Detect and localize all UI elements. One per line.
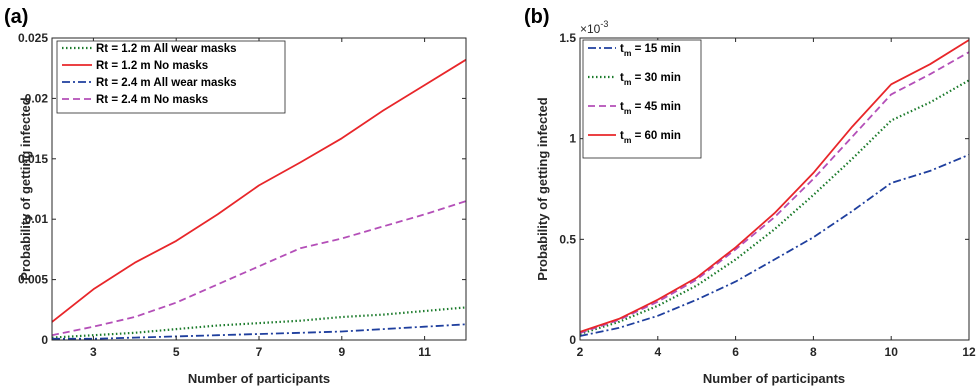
- x-tick-label: 9: [338, 345, 345, 359]
- legend-label-main: t: [620, 101, 624, 113]
- legend-label-sub: m: [624, 77, 632, 87]
- x-tick-label: 8: [810, 345, 817, 359]
- x-tick-label: 3: [90, 345, 97, 359]
- legend-label-sub: m: [624, 106, 632, 116]
- legend-label-0: tm = 15 min: [620, 43, 681, 58]
- legend-label-1: tm = 30 min: [620, 72, 681, 87]
- x-tick-label: 7: [256, 345, 263, 359]
- x-tick-label: 11: [418, 345, 431, 359]
- series-line-0: [579, 153, 970, 337]
- legend-label-main: t: [620, 43, 624, 55]
- panel-b-y-axis-label: Probability of getting infected: [535, 97, 550, 281]
- legend-label-main: t: [620, 72, 624, 84]
- y-tick-label: 0: [569, 333, 576, 347]
- x-tick-label: 5: [173, 345, 180, 359]
- legend-label-0: Rt = 1.2 m All wear masks: [96, 43, 237, 55]
- legend-label-main: t: [620, 130, 624, 142]
- panel-b-legend-box: [582, 39, 702, 159]
- legend-label-rest: = 45 min: [631, 101, 681, 113]
- exponent-power: -3: [600, 19, 608, 29]
- y-tick-label: 0.02: [25, 91, 49, 105]
- panel-a-legend-box: [56, 40, 286, 114]
- legend-label-2: tm = 45 min: [620, 101, 681, 116]
- y-tick-label: 0.005: [18, 273, 48, 287]
- legend-label-rest: = 15 min: [631, 43, 681, 55]
- panel-b-label: (b): [524, 6, 550, 28]
- panel-a-y-axis-label: Probability of getting infected: [18, 97, 33, 281]
- panel-a-legend: Rt = 1.2 m All wear masks Rt = 1.2 m No m…: [56, 40, 286, 114]
- x-tick-label: 10: [885, 345, 899, 359]
- legend-label-sub: m: [624, 48, 632, 58]
- legend-label-rest: = 60 min: [631, 130, 681, 142]
- legend-label-1: Rt = 1.2 m No masks: [96, 60, 208, 72]
- y-tick-label: 0.5: [559, 232, 576, 246]
- legend-label-3: tm = 60 min: [620, 130, 681, 145]
- series-line-3: [51, 200, 467, 337]
- series-line-3: [579, 39, 970, 333]
- legend-label-2: Rt = 2.4 m All wear masks: [96, 77, 237, 89]
- panel-b-y-exponent: ×10-3: [580, 19, 608, 36]
- series-line-2: [52, 323, 467, 340]
- panel-b-x-axis-label: Number of participants: [703, 371, 845, 386]
- y-tick-label: 1.5: [559, 31, 576, 45]
- panel-a-x-axis-label: Number of participants: [188, 371, 330, 386]
- x-tick-label: 2: [577, 345, 584, 359]
- series-line-0: [51, 306, 467, 339]
- legend-label-rest: = 30 min: [631, 72, 681, 84]
- x-tick-label: 6: [732, 345, 739, 359]
- legend-label-sub: m: [624, 135, 632, 145]
- y-tick-label: 0.015: [18, 152, 48, 166]
- series-line-1: [51, 58, 467, 323]
- exponent-base: ×10: [580, 22, 601, 36]
- panel-a-label: (a): [4, 6, 28, 28]
- x-tick-label: 12: [962, 345, 976, 359]
- series-line-1: [579, 79, 970, 336]
- y-tick-label: 1: [569, 132, 576, 146]
- y-tick-label: 0.01: [25, 212, 49, 226]
- x-tick-label: 4: [654, 345, 661, 359]
- panel-a: (a) 3 5 7 9 11 0 0.005 0.01 0.015 0.02 0.025 Numbe…: [4, 6, 467, 386]
- panel-b: (b) 2 4 6 8 10 12 0 0.5 1 1.5 ×10-3 Number of par…: [524, 6, 976, 386]
- y-tick-label: 0: [41, 333, 48, 347]
- series-line-2: [579, 51, 970, 334]
- y-tick-label: 0.025: [18, 31, 48, 45]
- legend-label-3: Rt = 2.4 m No masks: [96, 94, 208, 106]
- panel-b-axes-frame: [579, 37, 970, 341]
